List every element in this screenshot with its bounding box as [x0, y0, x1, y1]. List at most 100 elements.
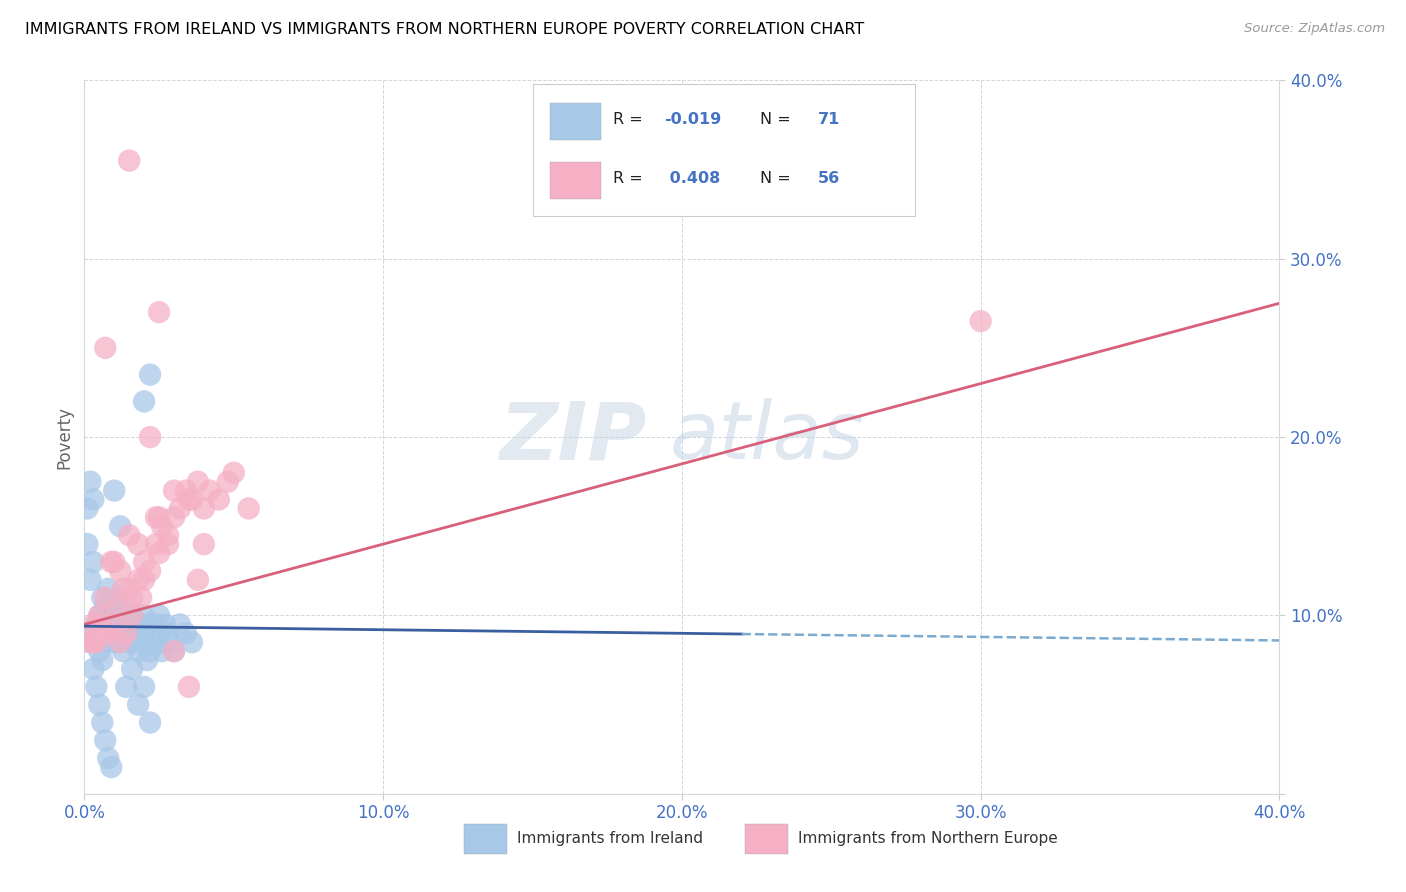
Point — [89, 698, 111, 712]
Point — [139, 644, 162, 658]
Point — [132, 608, 156, 623]
Point — [174, 626, 197, 640]
Text: Immigrants from Ireland: Immigrants from Ireland — [517, 830, 703, 846]
Point — [79, 635, 101, 649]
Point — [118, 153, 141, 168]
Point — [132, 394, 156, 409]
Point — [105, 626, 128, 640]
Point — [132, 555, 156, 569]
Point — [139, 564, 162, 578]
Point — [105, 599, 128, 614]
Point — [118, 582, 141, 596]
Point — [115, 599, 138, 614]
Point — [181, 492, 204, 507]
Point — [160, 635, 183, 649]
Point — [94, 341, 117, 355]
Point — [163, 644, 186, 658]
Point — [238, 501, 260, 516]
Point — [103, 555, 125, 569]
Point — [118, 635, 141, 649]
Point — [153, 617, 176, 632]
Point — [121, 608, 143, 623]
Text: Immigrants from Northern Europe: Immigrants from Northern Europe — [797, 830, 1057, 846]
FancyBboxPatch shape — [551, 103, 600, 140]
Point — [222, 466, 245, 480]
Point — [91, 626, 114, 640]
Point — [193, 537, 215, 551]
Point — [97, 635, 120, 649]
Point — [91, 591, 114, 605]
Point — [127, 644, 149, 658]
Point — [100, 608, 122, 623]
Point — [97, 626, 120, 640]
Point — [139, 715, 162, 730]
Point — [110, 617, 132, 632]
Point — [118, 528, 141, 542]
Point — [148, 546, 170, 560]
Point — [103, 617, 125, 632]
Point — [136, 617, 159, 632]
Point — [136, 653, 159, 667]
Point — [177, 492, 200, 507]
Point — [86, 680, 108, 694]
Point — [145, 510, 167, 524]
Point — [100, 555, 122, 569]
Point — [121, 626, 143, 640]
Point — [89, 617, 111, 632]
Point — [127, 537, 149, 551]
Point — [217, 475, 239, 489]
Point — [89, 644, 111, 658]
Point — [181, 635, 204, 649]
Point — [82, 617, 104, 632]
Point — [97, 582, 120, 596]
Text: N =: N = — [759, 171, 796, 186]
Point — [82, 555, 104, 569]
Point — [97, 751, 120, 765]
Point — [148, 635, 170, 649]
Text: N =: N = — [759, 112, 796, 127]
FancyBboxPatch shape — [551, 162, 600, 200]
Point — [177, 680, 200, 694]
Point — [132, 573, 156, 587]
Point — [174, 483, 197, 498]
Text: IMMIGRANTS FROM IRELAND VS IMMIGRANTS FROM NORTHERN EUROPE POVERTY CORRELATION C: IMMIGRANTS FROM IRELAND VS IMMIGRANTS FR… — [25, 22, 865, 37]
Point — [110, 635, 132, 649]
Text: 71: 71 — [818, 112, 841, 127]
Point — [139, 368, 162, 382]
Point — [129, 591, 152, 605]
Point — [118, 617, 141, 632]
Point — [127, 698, 149, 712]
Point — [163, 510, 186, 524]
Point — [91, 715, 114, 730]
Point — [115, 626, 138, 640]
Point — [86, 617, 108, 632]
Point — [91, 653, 114, 667]
Text: R =: R = — [613, 112, 648, 127]
Point — [142, 626, 165, 640]
Point — [86, 635, 108, 649]
Point — [82, 635, 104, 649]
Point — [145, 537, 167, 551]
Point — [89, 608, 111, 623]
Point — [76, 501, 98, 516]
Point — [82, 662, 104, 676]
Point — [208, 492, 231, 507]
Point — [127, 573, 149, 587]
Point — [115, 680, 138, 694]
Y-axis label: Poverty: Poverty — [55, 406, 73, 468]
Point — [157, 626, 180, 640]
Point — [150, 519, 173, 533]
Point — [79, 635, 101, 649]
Point — [157, 537, 180, 551]
Point — [127, 617, 149, 632]
FancyBboxPatch shape — [745, 824, 789, 854]
Point — [148, 305, 170, 319]
Point — [103, 635, 125, 649]
Point — [94, 733, 117, 747]
Point — [82, 626, 104, 640]
Point — [187, 475, 209, 489]
Point — [169, 501, 191, 516]
FancyBboxPatch shape — [464, 824, 508, 854]
Point — [105, 591, 128, 605]
Point — [110, 519, 132, 533]
